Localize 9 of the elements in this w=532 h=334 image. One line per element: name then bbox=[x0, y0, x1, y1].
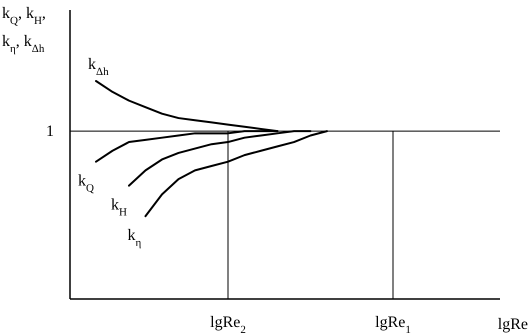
x-tick-label: lgRe$_{1}$ bbox=[375, 314, 411, 334]
series-label: k$_{Δh}$ bbox=[88, 56, 110, 78]
ref-line-label: 1 bbox=[46, 123, 54, 140]
x-axis-title: lgRe bbox=[498, 316, 528, 333]
text: k$_{Q}$, k$_{H}$, k$_{η}$, k$_{Δh}$ bbox=[2, 5, 46, 55]
x-tick-label: lgRe$_{2}$ bbox=[210, 314, 246, 334]
series-label: k$_{Q}$ bbox=[78, 172, 94, 195]
series-label: k$_{H}$ bbox=[111, 196, 127, 219]
series-label: k$_{η}$ bbox=[128, 227, 142, 250]
